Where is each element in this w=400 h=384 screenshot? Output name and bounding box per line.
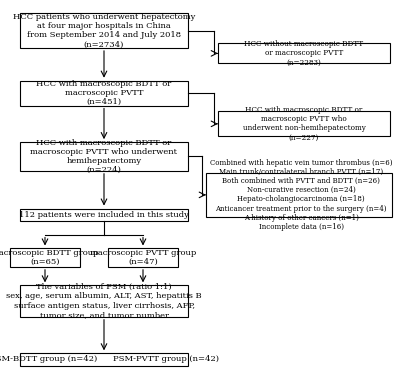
FancyBboxPatch shape	[20, 142, 188, 171]
FancyBboxPatch shape	[10, 248, 80, 267]
FancyBboxPatch shape	[20, 285, 188, 317]
FancyBboxPatch shape	[20, 209, 188, 221]
Text: HCC patients who underwent hepatectomy
at four major hospitals in China
from Sep: HCC patients who underwent hepatectomy a…	[13, 13, 195, 48]
Text: 112 patients were included in this study: 112 patients were included in this study	[19, 211, 189, 218]
Text: HCC with macroscopic BDTT or
macroscopic PVTT who underwent
hemihepatectomy
(n=2: HCC with macroscopic BDTT or macroscopic…	[30, 139, 178, 174]
FancyBboxPatch shape	[108, 248, 178, 267]
Text: Combined with hepatic vein tumor thrombus (n=6)
Main trunk/contralateral branch : Combined with hepatic vein tumor thrombu…	[210, 159, 392, 231]
Text: macroscopic PVTT group
(n=47): macroscopic PVTT group (n=47)	[90, 249, 196, 266]
FancyBboxPatch shape	[218, 43, 390, 63]
Text: PSM-BDTT group (n=42)      PSM-PVTT group (n=42): PSM-BDTT group (n=42) PSM-PVTT group (n=…	[0, 356, 218, 363]
FancyBboxPatch shape	[20, 81, 188, 106]
FancyBboxPatch shape	[20, 353, 188, 366]
Text: The variables of PSM (ratio 1:1)
sex, age, serum albumin, ALT, AST, hepatitis B
: The variables of PSM (ratio 1:1) sex, ag…	[6, 283, 202, 319]
FancyBboxPatch shape	[20, 13, 188, 48]
Text: HCC with macroscopic BDTT or
macroscopic PVTT
(n=451): HCC with macroscopic BDTT or macroscopic…	[36, 80, 172, 106]
Text: macroscopic BDTT group
(n=65): macroscopic BDTT group (n=65)	[0, 249, 99, 266]
FancyBboxPatch shape	[218, 111, 390, 136]
Text: HCC with macroscopic BDTT or
macroscopic PVTT who
underwent non-hemihepatectomy
: HCC with macroscopic BDTT or macroscopic…	[242, 106, 366, 142]
FancyBboxPatch shape	[206, 173, 392, 217]
Text: HCC without macroscopic BDTT
or macroscopic PVTT
(n=2283): HCC without macroscopic BDTT or macrosco…	[244, 40, 364, 66]
